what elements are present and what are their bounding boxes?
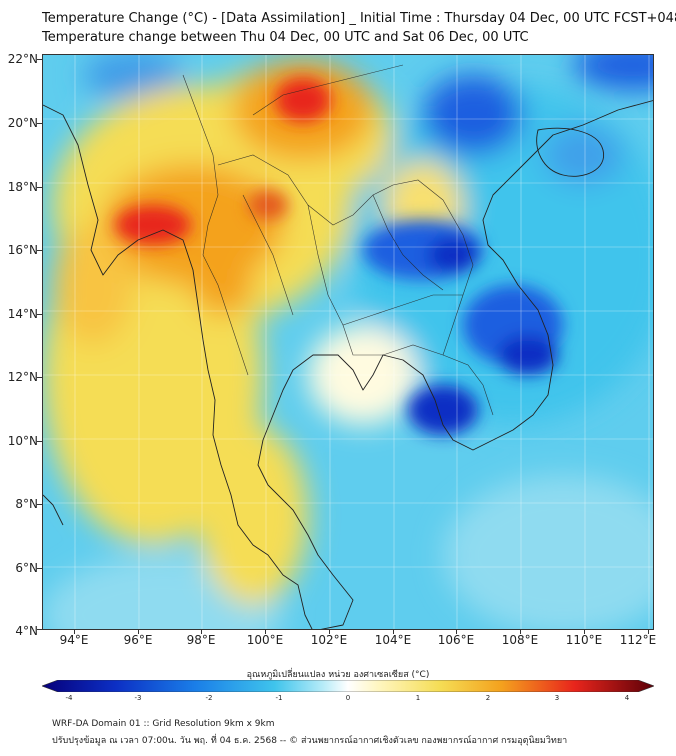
temperature-extremes [115, 78, 563, 435]
lon-tick [584, 630, 585, 634]
coastlines [43, 100, 653, 629]
chart-subtitle: Temperature change between Thu 04 Dec, 0… [42, 30, 529, 45]
colorbar-label: 1 [415, 694, 421, 702]
colorbar-label: 0 [345, 694, 351, 702]
lon-tick [138, 630, 139, 634]
map-canvas [43, 55, 653, 629]
lon-tick [456, 630, 457, 634]
lat-label: 6°N [15, 561, 38, 575]
lat-label: 20°N [7, 116, 38, 130]
lat-tick [37, 187, 42, 188]
lon-tick [329, 630, 330, 634]
footer-credit: ปรับปรุงข้อมูล ณ เวลา 07:00น. วัน พฤ. ที… [52, 736, 568, 746]
lon-label: 110°E [565, 633, 603, 647]
colorbar-label: 2 [485, 694, 491, 702]
lat-label: 12°N [7, 370, 38, 384]
lon-tick [648, 630, 649, 634]
lon-tick [393, 630, 394, 634]
lat-tick [37, 568, 42, 569]
lon-tick [265, 630, 266, 634]
lon-label: 108°E [501, 633, 539, 647]
lon-label: 106°E [437, 633, 475, 647]
lat-tick [37, 314, 42, 315]
lon-label: 102°E [310, 633, 348, 647]
chart-title: Temperature Change (°C) - [Data Assimila… [42, 11, 676, 26]
colorbar-label: -1 [275, 694, 283, 702]
lon-label: 100°E [246, 633, 284, 647]
lat-tick [37, 629, 42, 630]
lat-label: 8°N [15, 497, 38, 511]
lon-label: 98°E [186, 633, 216, 647]
lon-label: 112°E [619, 633, 657, 647]
lat-tick [37, 59, 42, 60]
lat-label: 16°N [7, 243, 38, 257]
country-borders [182, 64, 494, 416]
footer-model-info: WRF-DA Domain 01 :: Grid Resolution 9km … [52, 719, 275, 729]
lon-tick [201, 630, 202, 634]
lat-label: 10°N [7, 434, 38, 448]
lat-label: 22°N [7, 52, 38, 66]
lon-label: 94°E [59, 633, 89, 647]
colorbar [42, 680, 654, 692]
lat-tick [37, 441, 42, 442]
lon-label: 104°E [374, 633, 412, 647]
lat-tick [37, 123, 42, 124]
lat-tick [37, 504, 42, 505]
temperature-change-map [42, 54, 654, 630]
colorbar-label: -4 [65, 694, 73, 702]
lat-tick [37, 377, 42, 378]
colorbar-label: -2 [205, 694, 213, 702]
lon-tick [74, 630, 75, 634]
colorbar-label: 4 [624, 694, 630, 702]
lon-tick [520, 630, 521, 634]
graticule [43, 55, 653, 629]
lat-tick [37, 250, 42, 251]
colorbar-label: -3 [134, 694, 142, 702]
colorbar-title: อุณหภูมิเปลี่ยนแปลง หน่วย องศาเซลเซียส (… [246, 670, 430, 680]
colorbar-label: 3 [554, 694, 560, 702]
lat-label: 18°N [7, 180, 38, 194]
lon-label: 96°E [123, 633, 153, 647]
lat-label: 14°N [7, 307, 38, 321]
lat-label: 4°N [15, 624, 38, 638]
